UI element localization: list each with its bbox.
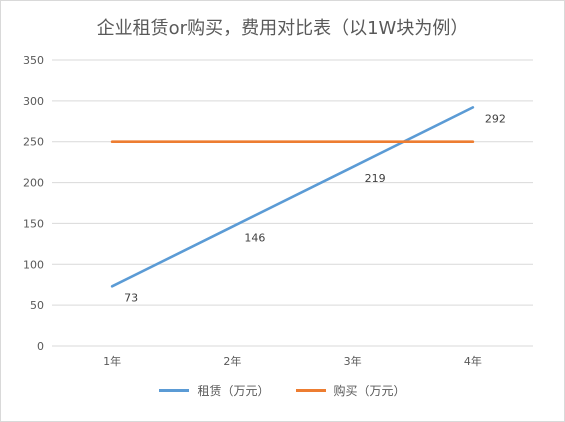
- series-lines: [110, 106, 475, 288]
- legend-label-rental: 租赁（万元）: [197, 384, 270, 398]
- data-label: 292: [485, 112, 506, 125]
- y-tick-label: 100: [23, 258, 44, 271]
- y-tick-label: 50: [30, 299, 44, 312]
- data-label: 73: [124, 291, 138, 304]
- y-tick-label: 350: [23, 54, 44, 67]
- data-labels: 73 146 219 292: [124, 112, 506, 304]
- legend-swatch-rental: [159, 389, 190, 392]
- y-tick-label: 200: [23, 177, 44, 190]
- chart-title: 企业租赁or购买，费用对比表（以1W块为例）: [96, 18, 469, 39]
- series-line-0: [110, 106, 475, 288]
- data-label: 219: [365, 172, 386, 185]
- legend-label-purchase: 购买（万元）: [333, 384, 406, 398]
- y-tick-label: 0: [37, 340, 44, 353]
- x-axis-ticks: 1年 2年 3年 4年: [103, 354, 482, 368]
- x-tick-label: 2年: [223, 354, 241, 368]
- legend-swatch-purchase: [295, 389, 326, 392]
- y-tick-label: 300: [23, 95, 44, 108]
- data-label: 146: [244, 232, 265, 245]
- y-tick-label: 150: [23, 217, 44, 230]
- legend-item-purchase: 购买（万元）: [295, 382, 406, 399]
- x-tick-label: 4年: [464, 354, 482, 368]
- x-tick-label: 1年: [103, 354, 121, 368]
- x-tick-label: 3年: [344, 354, 362, 368]
- legend: 租赁（万元） 购买（万元）: [0, 382, 565, 399]
- legend-item-rental: 租赁（万元）: [159, 382, 270, 399]
- y-axis-ticks: 0 50 100 150 200 250 300 350: [23, 54, 44, 353]
- y-tick-label: 250: [23, 136, 44, 149]
